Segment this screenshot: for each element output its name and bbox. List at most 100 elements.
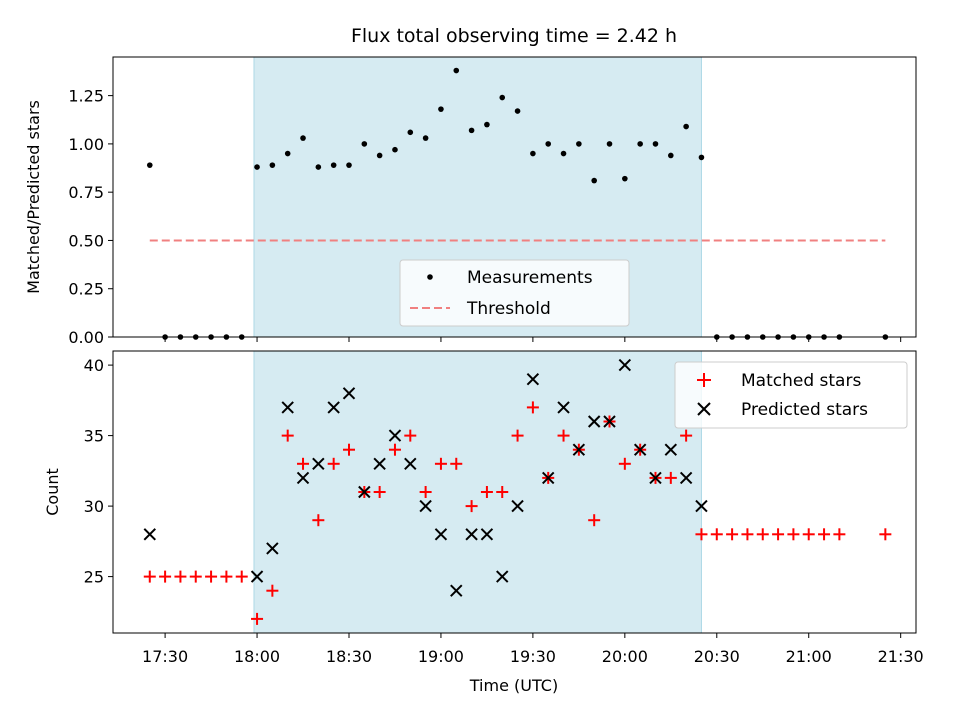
matched-star-point (680, 429, 693, 442)
x-tick-label: 19:00 (418, 647, 464, 666)
measurement-point (468, 127, 475, 134)
measurement-point (330, 162, 337, 168)
measurement-point (530, 150, 536, 157)
measurement-point (254, 164, 260, 170)
measurement-point (284, 150, 291, 157)
matched-star-point (342, 443, 355, 456)
matched-star-point (618, 457, 631, 470)
matched-star-point (879, 528, 892, 541)
measurement-point (146, 162, 153, 168)
y-tick-label: 0.50 (68, 231, 104, 250)
y-tick-label: 0.75 (68, 183, 104, 202)
legend-matched-marker (697, 373, 711, 387)
predicted-star-point (342, 387, 356, 400)
top-y-axis-label: Matched/Predicted stars (24, 100, 43, 294)
predicted-stars-points (143, 358, 708, 597)
measurement-point (407, 129, 414, 136)
matched-star-point (159, 570, 172, 583)
predicted-star-point (618, 358, 632, 372)
matched-star-point (434, 457, 447, 470)
matched-star-point (496, 486, 509, 498)
top-x-ticks (164, 337, 902, 342)
top-legend-box (399, 259, 630, 327)
matched-star-point (220, 570, 233, 583)
x-tick-label: 20:00 (602, 647, 648, 666)
measurement-point (514, 108, 521, 114)
matched-star-point (588, 514, 601, 527)
measurement-point (361, 141, 368, 147)
measurement-point (269, 162, 276, 168)
predicted-star-point (388, 429, 402, 442)
predicted-star-point (526, 372, 540, 386)
predicted-star-point (695, 499, 708, 513)
x-tick-label: 21:00 (786, 647, 832, 666)
predicted-star-point (373, 457, 386, 471)
matched-star-point (710, 528, 723, 541)
legend-measurements-marker (427, 274, 433, 280)
matched-star-point (772, 528, 785, 541)
predicted-star-point (404, 457, 417, 471)
bottom-x-ticks: 17:30 18:00 18:30 19:00 19:30 20:00 20:30 21:00… (142, 633, 924, 666)
matched-star-point (726, 528, 739, 541)
x-tick-label: 19:30 (510, 647, 556, 666)
x-tick-label: 17:30 (142, 647, 188, 666)
predicted-star-point (603, 415, 616, 428)
predicted-star-point (312, 457, 325, 471)
matched-star-point (174, 570, 187, 583)
measurement-point (484, 121, 490, 128)
predicted-star-point (542, 471, 555, 485)
measurement-point (622, 175, 628, 182)
y-tick-label: 40 (84, 356, 104, 375)
measurement-point (499, 94, 506, 101)
predicted-star-point (450, 584, 463, 597)
legend-predicted-label: Predicted stars (741, 400, 868, 420)
predicted-star-point (496, 570, 509, 583)
matched-star-point (251, 612, 264, 625)
y-tick-label: 0.00 (68, 328, 104, 347)
matched-star-point (756, 528, 769, 541)
matched-star-point (205, 570, 218, 583)
predicted-star-point (358, 485, 371, 499)
predicted-star-point (511, 499, 524, 513)
measurement-point (346, 162, 352, 168)
x-tick-label: 21:30 (878, 647, 924, 666)
predicted-star-point (557, 401, 570, 414)
measurement-point (637, 141, 643, 147)
measurement-point (422, 135, 429, 141)
measurement-point (376, 152, 383, 159)
predicted-star-point (296, 471, 310, 485)
measurement-point (438, 106, 444, 112)
predicted-star-point (649, 471, 662, 485)
predicted-star-point (480, 528, 494, 541)
top-axes-frame (112, 56, 917, 338)
matched-star-point (557, 429, 570, 442)
predicted-star-point (633, 443, 647, 456)
predicted-star-point (266, 542, 279, 555)
measurement-point (576, 141, 582, 147)
matched-star-point (312, 514, 325, 527)
top-y-ticks: 0.00 0.25 0.50 0.75 1.00 1.25 (68, 87, 113, 347)
matched-star-point (189, 570, 202, 583)
legend-measurements-label: Measurements (467, 268, 593, 288)
bottom-y-axis-label: Count (43, 468, 62, 516)
matched-star-point (465, 500, 478, 513)
predicted-star-point (587, 415, 601, 428)
count-panel: 25 30 35 40 17:30 18:00 18:30 19:00 19:30 20:00 2… (43, 350, 924, 695)
y-tick-label: 1.00 (68, 135, 104, 154)
y-tick-label: 30 (84, 497, 104, 516)
measurement-point (392, 146, 398, 153)
predicted-star-point (572, 443, 586, 456)
predicted-star-point (250, 570, 264, 583)
bottom-y-ticks: 25 30 35 40 (84, 356, 113, 587)
chart-title: Flux total observing time = 2.42 h (351, 25, 677, 47)
measurement-point (668, 152, 674, 159)
measurement-point (606, 141, 613, 147)
bottom-axes-frame (112, 350, 917, 634)
measurement-point (453, 67, 460, 74)
predicted-star-point (327, 401, 340, 414)
matched-star-point (266, 584, 279, 597)
top-legend: Measurements Threshold (399, 259, 630, 327)
predicted-star-point (419, 499, 432, 513)
measurement-point (683, 123, 689, 130)
